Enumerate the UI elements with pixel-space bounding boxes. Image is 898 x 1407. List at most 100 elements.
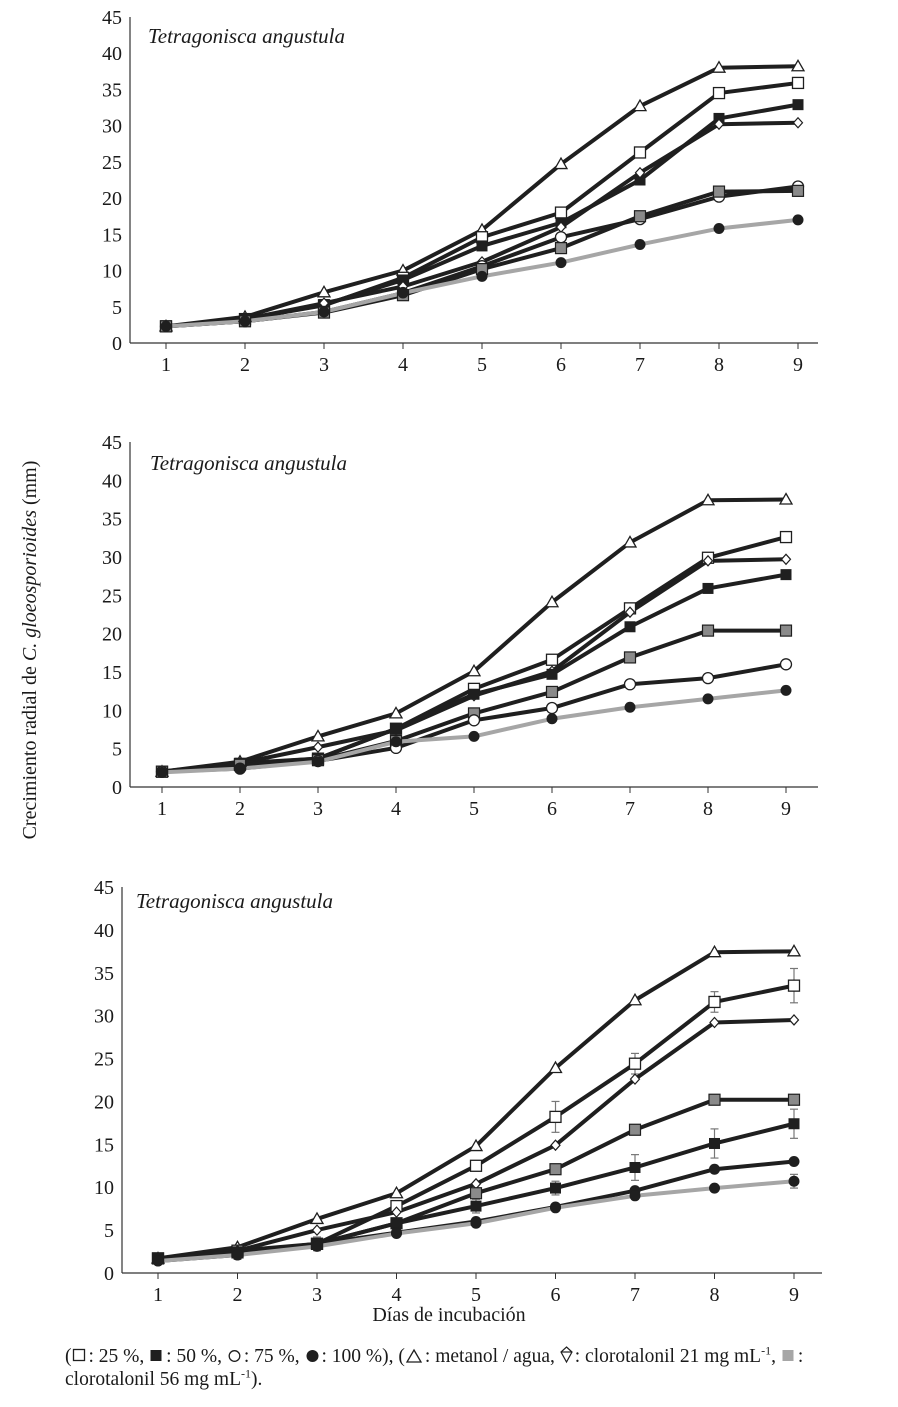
data-point-square-gray xyxy=(623,651,637,664)
data-point-circle-filled xyxy=(312,756,324,768)
y-tick-label: 5 xyxy=(104,1220,114,1242)
data-point-square-open xyxy=(469,1159,483,1172)
x-tick-label: 7 xyxy=(630,1284,640,1306)
data-point-square-gray xyxy=(545,685,559,699)
data-point-circle-filled xyxy=(555,257,567,269)
y-tick-label: 10 xyxy=(102,700,122,722)
y-tick-label: 40 xyxy=(102,43,122,65)
markers-layer xyxy=(154,492,794,778)
data-point-circle-open xyxy=(554,231,568,244)
y-tick-label: 35 xyxy=(102,79,122,101)
figure-caption: (: 25 %, : 50 %, : 75 %, : 100 %), (: me… xyxy=(65,1343,804,1391)
data-point-circle-filled xyxy=(470,1217,482,1229)
data-point-square-filled xyxy=(470,1200,482,1212)
panel-title: Tetragonisca angustula xyxy=(150,451,347,475)
data-point-circle-filled xyxy=(624,701,636,713)
x-tick-label: 9 xyxy=(793,354,803,376)
x-tick-label: 4 xyxy=(398,354,408,376)
data-point-triangle xyxy=(389,1185,404,1199)
y-tick-label: 45 xyxy=(102,432,122,454)
data-point-circle-filled xyxy=(702,693,714,705)
panel-title: Tetragonisca angustula xyxy=(148,24,345,48)
data-point-square-filled xyxy=(702,582,714,594)
x-tick-label: 1 xyxy=(157,798,167,820)
x-tick-label: 1 xyxy=(153,1284,163,1306)
y-tick-label: 0 xyxy=(104,1263,114,1285)
data-point-diamond xyxy=(713,118,725,131)
x-tick-label: 8 xyxy=(703,798,713,820)
data-point-square-filled xyxy=(546,668,558,680)
y-tick-label: 20 xyxy=(102,624,122,646)
data-point-square-filled xyxy=(709,1137,720,1149)
data-point-diamond xyxy=(709,1016,720,1029)
x-axis-label: Días de incubación xyxy=(372,1304,525,1326)
data-point-square-gray xyxy=(549,1163,562,1176)
y-tick-label: 15 xyxy=(102,224,122,246)
x-tick-label: 4 xyxy=(392,1284,402,1306)
data-point-triangle xyxy=(707,944,722,958)
data-point-diamond xyxy=(780,553,792,566)
data-point-square-filled xyxy=(788,1118,800,1130)
data-point-diamond xyxy=(550,1139,561,1152)
data-point-circle-filled xyxy=(397,287,409,299)
data-point-square-gray xyxy=(469,1187,483,1200)
data-point-triangle xyxy=(468,1138,484,1152)
data-point-circle-filled xyxy=(546,713,558,725)
data-point-square-gray xyxy=(787,1093,801,1106)
x-tick-label: 2 xyxy=(233,1284,243,1306)
data-point-square-filled xyxy=(634,174,646,186)
y-tick-label: 35 xyxy=(102,509,122,531)
data-point-square-open xyxy=(545,653,559,666)
legend-square-open-icon xyxy=(72,1348,85,1362)
y-tick-label: 45 xyxy=(102,7,122,29)
data-point-circle-open xyxy=(545,701,559,715)
x-tick-label: 3 xyxy=(312,1284,322,1306)
x-tick-label: 7 xyxy=(625,798,635,820)
data-point-square-open xyxy=(628,1057,642,1070)
data-point-square-gray xyxy=(628,1123,642,1136)
data-point-diamond xyxy=(629,1073,641,1086)
data-point-triangle xyxy=(632,98,648,112)
data-point-triangle xyxy=(316,284,332,298)
data-point-circle-filled xyxy=(713,223,725,235)
data-point-triangle xyxy=(388,706,404,719)
data-point-triangle xyxy=(778,492,794,505)
y-tick-label: 0 xyxy=(112,333,122,355)
data-point-square-filled xyxy=(780,569,792,581)
data-point-square-gray xyxy=(701,624,715,637)
data-point-circle-filled xyxy=(788,1155,800,1167)
legend-diamond-open-icon xyxy=(560,1346,573,1364)
data-point-square-gray xyxy=(712,185,726,198)
data-point-circle-filled xyxy=(709,1163,720,1175)
data-point-triangle xyxy=(544,594,560,608)
y-tick-label: 5 xyxy=(112,739,122,761)
data-point-square-filled xyxy=(390,723,402,735)
data-point-diamond xyxy=(391,1206,402,1218)
y-axis-label: Crecimiento radial de C. gloeosporioides… xyxy=(19,461,41,840)
data-point-circle-filled xyxy=(468,730,480,742)
data-point-square-filled xyxy=(391,1217,402,1229)
data-point-square-open xyxy=(708,995,721,1009)
data-point-diamond xyxy=(702,554,714,567)
data-point-triangle xyxy=(786,944,802,957)
x-tick-label: 2 xyxy=(240,354,250,376)
y-tick-label: 40 xyxy=(102,470,122,492)
data-point-triangle xyxy=(553,156,569,170)
data-point-diamond xyxy=(634,166,646,179)
panel-middle: Tetragonisca angustula 05101520253035404… xyxy=(102,432,818,820)
data-point-circle-filled xyxy=(390,736,402,748)
data-point-circle-filled xyxy=(391,1228,402,1240)
data-point-square-gray xyxy=(633,210,647,223)
x-tick-label: 8 xyxy=(710,1284,720,1306)
data-point-diamond xyxy=(624,606,636,619)
data-point-circle-filled xyxy=(318,306,330,318)
data-point-square-open xyxy=(554,206,568,219)
data-point-circle-filled xyxy=(792,214,804,226)
data-point-circle-filled xyxy=(629,1190,641,1202)
x-tick-label: 1 xyxy=(161,354,171,376)
x-tick-label: 7 xyxy=(635,354,645,376)
data-point-triangle xyxy=(622,535,638,548)
y-tick-label: 0 xyxy=(112,777,122,799)
data-point-circle-open xyxy=(779,658,793,671)
